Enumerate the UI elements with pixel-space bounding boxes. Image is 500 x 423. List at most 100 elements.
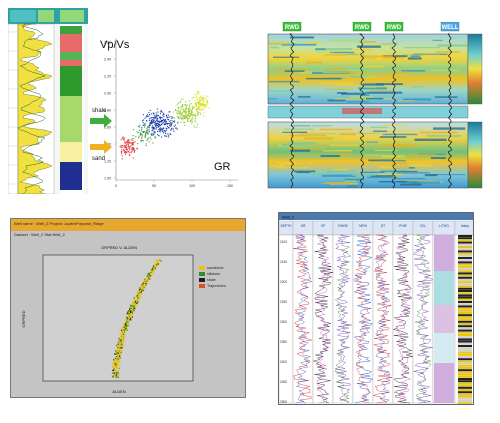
data-point [184, 111, 187, 113]
lithology-bar [458, 259, 472, 262]
data-point [149, 124, 151, 126]
data-point [145, 132, 147, 134]
data-point [136, 299, 139, 301]
data-point [123, 139, 125, 141]
data-point [160, 128, 162, 130]
data-point [194, 94, 196, 96]
lithology-bar [458, 285, 472, 288]
seismic-streak [437, 44, 468, 47]
data-point [151, 127, 153, 129]
data-point [186, 119, 188, 121]
data-point [140, 140, 142, 142]
data-point [130, 316, 132, 318]
seismic-streak [329, 51, 355, 54]
data-point [142, 282, 145, 284]
data-point [114, 363, 116, 365]
facies-block [60, 26, 82, 34]
data-point [205, 104, 207, 106]
data-point [160, 109, 162, 111]
data-point [123, 343, 125, 345]
lithology-bar [458, 301, 472, 303]
data-point [149, 136, 151, 138]
data-point [178, 118, 180, 120]
data-point [191, 105, 194, 107]
data-point [180, 98, 183, 100]
data-point [132, 306, 134, 309]
data-point [152, 268, 154, 270]
data-point [127, 311, 129, 313]
data-point [196, 96, 198, 98]
seismic-streak [423, 54, 440, 56]
data-point [130, 145, 132, 147]
data-point [138, 126, 140, 128]
log-curve [396, 234, 412, 404]
data-point [197, 123, 199, 125]
data-point [176, 115, 178, 117]
seismic-streak [291, 60, 306, 62]
data-point [131, 147, 133, 149]
data-point [117, 348, 120, 350]
data-point [153, 272, 155, 274]
seismic-streak [351, 173, 376, 176]
lithology-bar [458, 364, 472, 367]
data-point [154, 123, 156, 126]
seismic-streak [360, 55, 395, 58]
data-point [118, 359, 120, 362]
data-point [115, 357, 117, 359]
data-point [153, 126, 155, 128]
data-point [131, 306, 133, 308]
data-point [153, 129, 155, 131]
legend-label: siltstone [207, 272, 220, 276]
seismic-streak [358, 87, 387, 90]
data-point [118, 337, 120, 340]
data-point [199, 98, 201, 100]
data-point [157, 134, 159, 136]
data-point [187, 118, 189, 120]
data-point [145, 120, 148, 122]
data-point [147, 130, 149, 132]
well-tag[interactable] [282, 22, 302, 32]
plot-area[interactable] [42, 254, 194, 382]
track-title: PHIE [399, 224, 406, 228]
track-body [312, 234, 334, 404]
y-tick-label: 1.60 [104, 126, 111, 130]
well-tag[interactable] [384, 22, 404, 32]
seismic-streak [356, 140, 384, 143]
seismic-streak [381, 43, 399, 45]
data-point [198, 97, 200, 99]
well-tag[interactable] [352, 22, 372, 32]
data-point [204, 98, 207, 100]
data-point [131, 309, 133, 311]
data-point [117, 361, 119, 363]
data-point [133, 129, 135, 131]
data-point [141, 134, 143, 136]
seismic-streak [379, 136, 407, 138]
scatter-points [119, 90, 210, 160]
data-point [194, 126, 196, 129]
data-point [142, 132, 144, 134]
data-point [187, 111, 189, 113]
seismic-streak [412, 53, 448, 56]
data-point [120, 333, 122, 335]
lithology-bar [458, 336, 472, 339]
log-tracks-window: Well_2 DEPTH GR VP RHOB NPHI DT PHIE VCL LITHO In… [278, 212, 474, 405]
well-tag[interactable] [440, 22, 460, 32]
lithology-bar [458, 239, 472, 242]
data-point [147, 277, 149, 279]
data-point [144, 117, 146, 119]
seismic-streak [276, 68, 308, 71]
data-point [125, 324, 128, 327]
data-point [132, 305, 135, 307]
data-point [121, 158, 123, 160]
data-point [166, 116, 168, 118]
data-point [127, 142, 129, 144]
data-point [198, 106, 200, 108]
data-point [117, 360, 119, 362]
lithology-bar [458, 351, 472, 354]
well-trace [289, 33, 295, 189]
data-point [188, 114, 190, 116]
data-point [130, 314, 133, 317]
data-point [133, 138, 135, 140]
lithology-bar [458, 345, 472, 347]
data-point [155, 125, 157, 127]
